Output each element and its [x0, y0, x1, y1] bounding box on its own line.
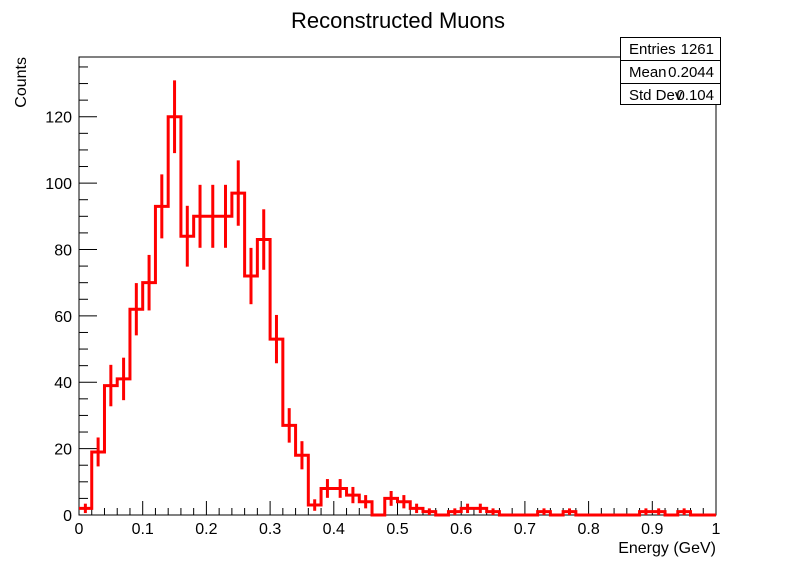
stats-row-stddev: Std Dev 0.104 [621, 84, 720, 106]
x-tick-label: 0.2 [195, 521, 217, 538]
stats-label: Std Dev [629, 87, 683, 104]
x-tick-label: 0.7 [514, 521, 536, 538]
x-tick-label: 0.4 [323, 521, 345, 538]
error-bars [83, 80, 686, 515]
stats-divider [621, 83, 720, 84]
y-tick-label: 60 [54, 309, 72, 326]
y-tick-label: 100 [45, 176, 72, 193]
x-tick-label: 0.3 [259, 521, 281, 538]
y-tick-label: 20 [54, 442, 72, 459]
x-tick-label: 0.9 [641, 521, 663, 538]
x-tick-label: 0.6 [450, 521, 472, 538]
x-tick-label: 0.1 [132, 521, 154, 538]
stats-value: 0.104 [676, 87, 714, 104]
x-tick-label: 0.5 [386, 521, 408, 538]
y-tick-label: 120 [45, 110, 72, 127]
y-axis-label: Counts [13, 57, 30, 108]
x-tick-label: 0 [75, 521, 84, 538]
x-tick-label: 1 [712, 521, 721, 538]
stats-label: Mean [629, 64, 667, 81]
y-tick-labels: 0 20 40 60 80 100 120 [45, 110, 72, 525]
stats-label: Entries [629, 41, 676, 58]
stats-row-entries: Entries 1261 [621, 38, 720, 60]
x-axis-label: Energy (GeV) [618, 540, 716, 557]
y-tick-label: 0 [63, 508, 72, 525]
y-tick-label: 80 [54, 242, 72, 259]
chart-title: Reconstructed Muons [291, 8, 505, 33]
y-tick-label: 40 [54, 375, 72, 392]
stats-row-mean: Mean 0.2044 [621, 61, 720, 83]
stats-value: 1261 [680, 41, 714, 58]
histogram-outline [79, 115, 716, 517]
stats-value: 0.2044 [668, 64, 714, 81]
x-tick-label: 0.8 [577, 521, 599, 538]
x-tick-labels: 0 0.1 0.2 0.3 0.4 0.5 0.6 0.7 0.8 0.9 1 [75, 521, 721, 538]
stats-divider [621, 60, 720, 61]
stats-box: Entries 1261 Mean 0.2044 Std Dev 0.104 [620, 37, 721, 105]
